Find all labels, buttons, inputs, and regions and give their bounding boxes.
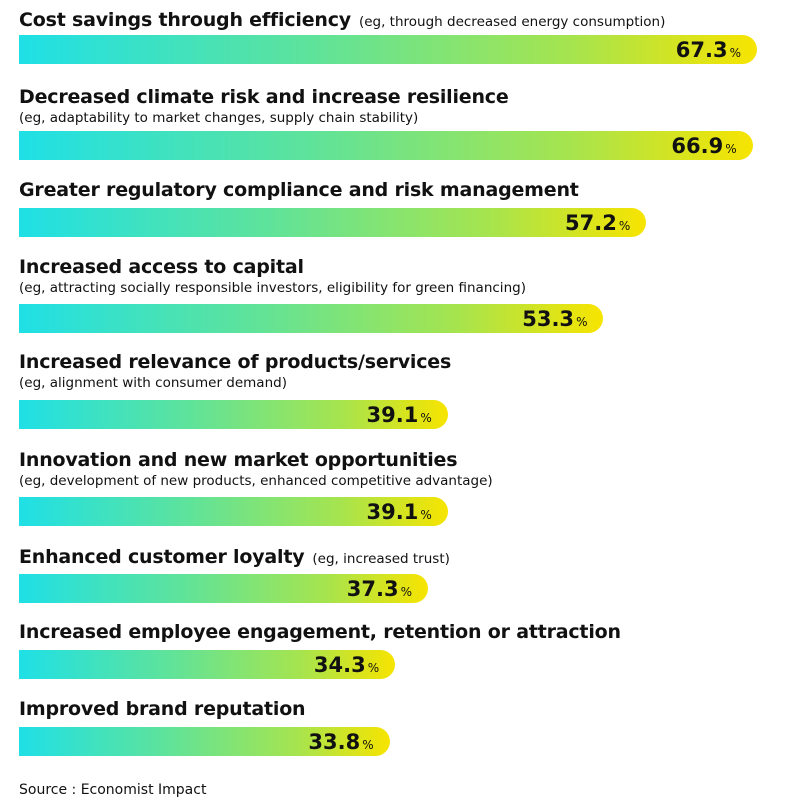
- data-label: 39.1%: [367, 499, 432, 528]
- category-label: Increased employee engagement, retention…: [19, 621, 621, 643]
- percent-sign: %: [420, 508, 432, 522]
- category-title: Increased employee engagement, retention…: [19, 620, 809, 644]
- category-label: Greater regulatory compliance and risk m…: [19, 179, 579, 201]
- data-label-value: 67.3: [675, 38, 728, 62]
- bar: 33.8%: [19, 727, 390, 756]
- percent-sign: %: [729, 46, 741, 60]
- data-label: 66.9%: [671, 133, 736, 162]
- data-label: 37.3%: [347, 576, 412, 605]
- data-label-value: 37.3: [346, 577, 399, 601]
- bar-item: Increased access to capital (eg, attracti…: [19, 255, 809, 297]
- category-title: Increased relevance of products/services: [19, 350, 809, 374]
- data-label-value: 39.1: [366, 500, 419, 524]
- category-title: Enhanced customer loyalty (eg, increased …: [19, 545, 809, 571]
- bar: 67.3%: [19, 35, 757, 64]
- data-label: 57.2%: [565, 210, 630, 239]
- category-subtitle: (eg, attracting socially responsible inv…: [19, 280, 526, 296]
- bar: 39.1%: [19, 400, 448, 429]
- bar: 57.2%: [19, 208, 647, 239]
- bar: 39.1%: [19, 497, 448, 526]
- bar-item: Enhanced customer loyalty (eg, increased …: [19, 545, 809, 571]
- bar-item: Greater regulatory compliance and risk m…: [19, 178, 809, 202]
- category-title: Cost savings through efficiency (eg, thro…: [19, 8, 809, 34]
- data-label: 34.3%: [314, 652, 379, 681]
- category-title: Innovation and new market opportunities: [19, 448, 809, 472]
- bar-item: Decreased climate risk and increase resi…: [19, 85, 809, 127]
- percent-sign: %: [420, 411, 432, 425]
- percent-sign: %: [400, 585, 413, 599]
- data-label-value: 33.8: [308, 730, 361, 754]
- bar: 53.3%: [19, 304, 604, 335]
- percent-sign: %: [362, 738, 374, 752]
- data-label-value: 57.2: [565, 211, 617, 235]
- category-label: Decreased climate risk and increase resi…: [19, 86, 509, 108]
- category-subtitle: (eg, adaptability to market changes, sup…: [19, 110, 419, 126]
- category-title: Increased access to capital: [19, 255, 809, 279]
- data-label-value: 34.3: [313, 653, 366, 677]
- category-title: Greater regulatory compliance and risk m…: [19, 178, 809, 202]
- category-label: Cost savings through efficiency: [19, 9, 351, 31]
- bar-item: Increased relevance of products/services…: [19, 350, 809, 392]
- data-label: 33.8%: [308, 729, 373, 758]
- category-label: Increased access to capital: [19, 256, 304, 278]
- category-subtitle: (eg, development of new products, enhanc…: [19, 473, 493, 489]
- bar: 66.9%: [19, 131, 753, 160]
- percent-sign: %: [618, 219, 631, 233]
- category-subtitle: (eg, alignment with consumer demand): [19, 375, 287, 391]
- bar-item: Improved brand reputation: [19, 697, 809, 721]
- data-label: 67.3%: [676, 37, 741, 66]
- bar: 37.3%: [19, 574, 429, 605]
- category-subtitle: (eg, increased trust): [312, 551, 450, 567]
- percent-sign: %: [576, 315, 588, 329]
- category-label: Increased relevance of products/services: [19, 351, 452, 373]
- bar-item: Cost savings through efficiency (eg, thro…: [19, 8, 809, 34]
- category-label: Enhanced customer loyalty: [19, 546, 305, 568]
- source-note: Source : Economist Impact: [19, 782, 207, 798]
- data-label: 39.1%: [367, 402, 432, 431]
- percent-sign: %: [725, 142, 737, 156]
- bar-item: Innovation and new market opportunities (…: [19, 448, 809, 490]
- category-title: Decreased climate risk and increase resi…: [19, 85, 809, 109]
- category-title: Improved brand reputation: [19, 697, 809, 721]
- percent-sign: %: [367, 661, 380, 675]
- category-subtitle: (eg, through decreased energy consumptio…: [358, 14, 666, 30]
- data-label-value: 66.9: [671, 134, 724, 158]
- bar: 34.3%: [19, 650, 396, 681]
- category-label: Improved brand reputation: [19, 698, 306, 720]
- category-label: Innovation and new market opportunities: [19, 449, 458, 471]
- data-label-value: 53.3: [522, 307, 575, 331]
- data-label-value: 39.1: [366, 403, 419, 427]
- bar-item: Increased employee engagement, retention…: [19, 620, 809, 644]
- data-label: 53.3%: [522, 306, 587, 335]
